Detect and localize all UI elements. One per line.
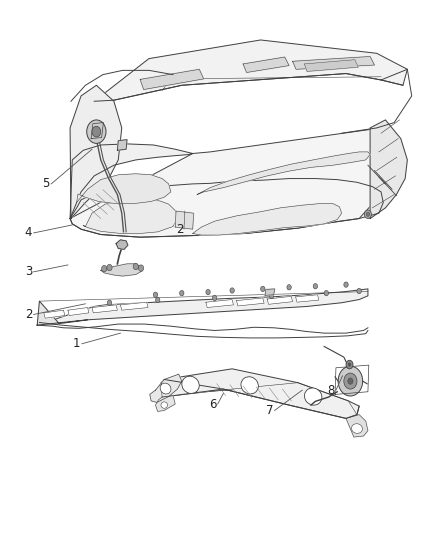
- Polygon shape: [70, 85, 122, 219]
- Circle shape: [346, 360, 353, 369]
- Polygon shape: [175, 211, 194, 229]
- Ellipse shape: [182, 376, 199, 393]
- Polygon shape: [197, 152, 370, 195]
- Circle shape: [87, 120, 106, 143]
- Circle shape: [153, 292, 158, 297]
- Circle shape: [133, 263, 138, 270]
- Circle shape: [357, 288, 361, 294]
- Polygon shape: [70, 144, 193, 219]
- Circle shape: [102, 265, 107, 272]
- Polygon shape: [346, 415, 368, 437]
- Polygon shape: [243, 57, 289, 72]
- Circle shape: [348, 378, 353, 384]
- Circle shape: [107, 300, 112, 305]
- Polygon shape: [37, 289, 368, 325]
- Polygon shape: [265, 289, 275, 295]
- Circle shape: [206, 289, 210, 295]
- Polygon shape: [140, 69, 204, 90]
- Circle shape: [366, 212, 370, 216]
- Polygon shape: [68, 308, 89, 316]
- Circle shape: [287, 285, 291, 290]
- Circle shape: [212, 295, 217, 301]
- Text: 2: 2: [176, 223, 184, 236]
- Text: 1: 1: [73, 337, 81, 350]
- Text: 8: 8: [327, 384, 334, 397]
- Polygon shape: [370, 120, 407, 219]
- Polygon shape: [92, 305, 117, 313]
- Polygon shape: [155, 395, 175, 411]
- Text: 5: 5: [42, 177, 49, 190]
- Circle shape: [155, 297, 160, 303]
- Ellipse shape: [304, 388, 322, 405]
- Text: 7: 7: [265, 404, 273, 417]
- Circle shape: [269, 293, 274, 298]
- Circle shape: [92, 126, 101, 137]
- Polygon shape: [101, 264, 142, 276]
- Polygon shape: [117, 140, 127, 150]
- Text: 6: 6: [208, 398, 216, 410]
- Circle shape: [230, 288, 234, 293]
- Polygon shape: [193, 204, 342, 235]
- Polygon shape: [94, 40, 407, 101]
- Polygon shape: [91, 123, 103, 139]
- Polygon shape: [304, 60, 358, 71]
- Polygon shape: [237, 298, 264, 306]
- Ellipse shape: [160, 383, 171, 394]
- Polygon shape: [116, 240, 128, 249]
- Circle shape: [348, 363, 351, 366]
- Circle shape: [138, 265, 144, 271]
- Polygon shape: [157, 369, 359, 418]
- Circle shape: [324, 290, 328, 296]
- Polygon shape: [70, 128, 383, 237]
- Ellipse shape: [161, 402, 167, 408]
- Circle shape: [313, 284, 318, 289]
- Polygon shape: [120, 302, 148, 310]
- Polygon shape: [83, 200, 177, 233]
- Circle shape: [364, 210, 371, 219]
- Text: 2: 2: [25, 308, 32, 321]
- Polygon shape: [77, 174, 171, 204]
- Polygon shape: [296, 295, 319, 302]
- Polygon shape: [150, 374, 182, 402]
- Polygon shape: [37, 301, 88, 325]
- Circle shape: [344, 373, 357, 389]
- Circle shape: [107, 264, 112, 271]
- Polygon shape: [70, 179, 383, 237]
- Text: 3: 3: [25, 265, 32, 278]
- Text: 4: 4: [25, 227, 32, 239]
- Circle shape: [180, 290, 184, 296]
- Circle shape: [338, 366, 363, 396]
- Polygon shape: [44, 310, 65, 318]
- Ellipse shape: [241, 377, 258, 394]
- Polygon shape: [267, 296, 293, 304]
- Circle shape: [261, 286, 265, 292]
- Ellipse shape: [352, 424, 362, 433]
- Circle shape: [344, 282, 348, 287]
- Polygon shape: [293, 56, 374, 69]
- Polygon shape: [206, 300, 233, 308]
